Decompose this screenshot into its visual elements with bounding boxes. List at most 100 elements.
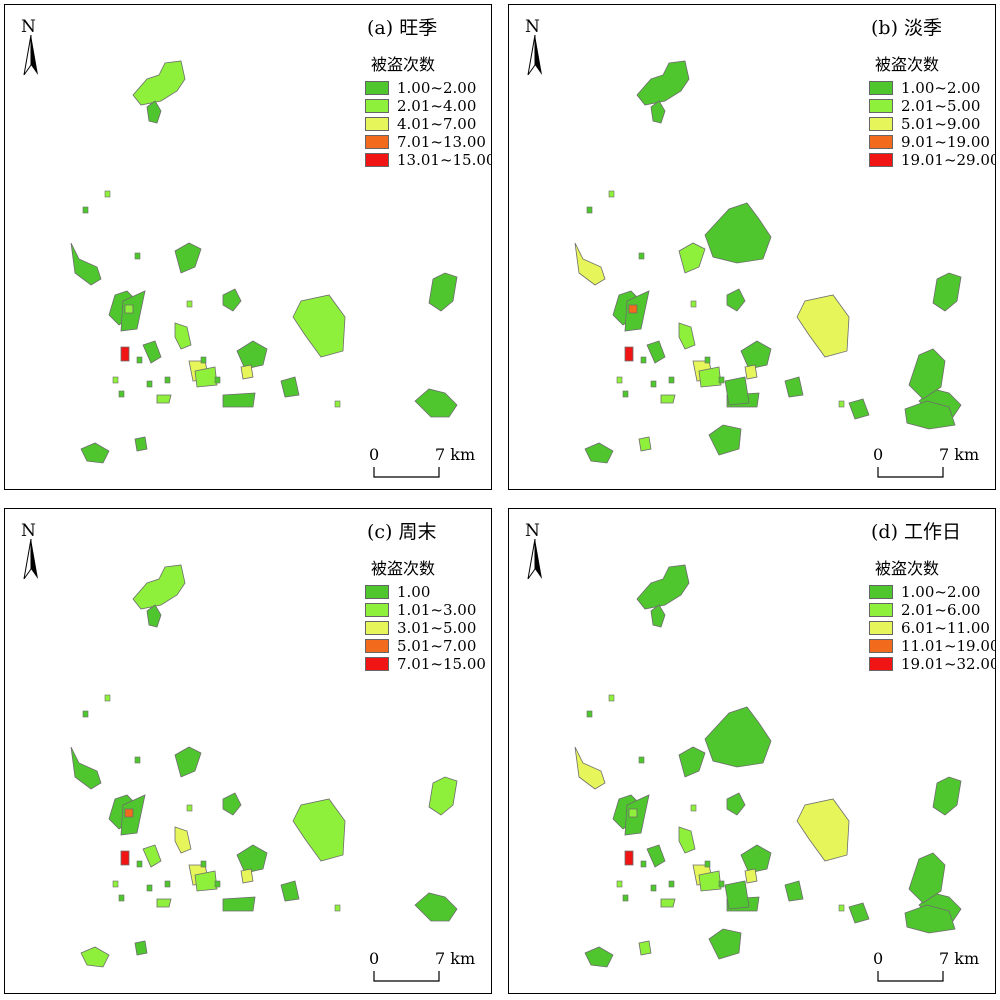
region-patch	[414, 388, 458, 418]
region-patch	[132, 60, 186, 106]
legend: 被盗次数 1.00~2.00 2.01~4.00 4.01~7.00 7.01~…	[365, 51, 491, 169]
legend-swatch	[869, 603, 893, 617]
legend-item: 11.01~19.00	[869, 637, 996, 655]
legend-label: 6.01~11.00	[901, 619, 990, 637]
scale-end-label: 7 km	[939, 445, 980, 464]
north-arrow: N	[19, 17, 43, 77]
region-patch-small	[82, 206, 89, 214]
region-patch-small	[118, 894, 125, 902]
region-patch	[908, 852, 946, 904]
region-patch	[584, 442, 614, 464]
legend-item: 1.01~3.00	[365, 601, 486, 619]
region-patch-small	[186, 300, 193, 308]
region-patch-small	[608, 190, 615, 198]
region-patch-small	[112, 880, 119, 888]
region-patch	[698, 366, 722, 388]
region-patch	[932, 776, 962, 816]
map-panel-peak-season: N (a) 旺季 被盗次数 1.00~2.00 2.01~4.00 4.01~7…	[4, 4, 492, 490]
region-patch-small	[586, 710, 593, 718]
choropleth-map	[574, 564, 962, 968]
region-patch	[848, 902, 870, 924]
legend-title: 被盗次数	[371, 559, 436, 578]
legend-swatch	[869, 639, 893, 653]
region-patch	[678, 322, 696, 350]
legend-item: 1.00~2.00	[365, 79, 491, 97]
region-patch	[708, 928, 742, 960]
region-patch	[904, 904, 956, 934]
region-patch	[280, 376, 300, 398]
region-patch	[132, 564, 186, 610]
scale-start-label: 0	[873, 445, 884, 464]
legend-item: 7.01~13.00	[365, 133, 491, 151]
legend-item: 9.01~19.00	[869, 133, 995, 151]
legend-label: 4.01~7.00	[397, 115, 477, 133]
legend: 被盗次数 1.00~2.00 2.01~5.00 5.01~9.00 9.01~…	[869, 51, 995, 169]
legend-swatch	[869, 117, 893, 131]
region-patch	[428, 272, 458, 312]
region-patch	[428, 776, 458, 816]
legend-swatch	[365, 81, 389, 95]
region-patch	[708, 424, 742, 456]
scale-start-label: 0	[369, 445, 380, 464]
region-patch	[628, 304, 638, 314]
region-patch-small	[136, 860, 143, 868]
legend-swatch	[869, 81, 893, 95]
region-patch-small	[668, 376, 675, 384]
region-patch-small	[718, 880, 725, 888]
region-patch	[222, 392, 256, 408]
scale-end-label: 7 km	[435, 445, 476, 464]
region-patch	[678, 242, 706, 274]
legend-swatch	[365, 153, 389, 167]
legend-item: 19.01~29.00	[869, 151, 995, 169]
region-patch	[724, 376, 750, 406]
scale-end-label: 7 km	[939, 949, 980, 968]
region-patch	[414, 892, 458, 922]
legend-label: 19.01~32.00	[901, 655, 996, 673]
legend-label: 5.01~9.00	[901, 115, 981, 133]
region-patch-small	[134, 756, 141, 764]
region-patch	[636, 60, 690, 106]
scale-bar: 0 7 km	[369, 445, 479, 485]
region-patch	[698, 870, 722, 892]
region-patch	[292, 798, 346, 862]
scale-bar: 0 7 km	[873, 445, 983, 485]
legend-label: 11.01~19.00	[901, 637, 996, 655]
map-panel-weekday: N (d) 工作日 被盗次数 1.00~2.00 2.01~6.00 6.01~…	[508, 508, 996, 994]
legend-swatch	[365, 639, 389, 653]
legend-swatch	[869, 99, 893, 113]
region-patch-small	[104, 694, 111, 702]
region-patch	[240, 364, 254, 380]
region-patch-small	[616, 880, 623, 888]
region-patch-small	[146, 380, 153, 388]
region-patch	[240, 868, 254, 884]
region-patch-small	[690, 804, 697, 812]
region-patch	[904, 400, 956, 430]
legend-label: 1.00~2.00	[901, 583, 981, 601]
region-patch	[624, 346, 634, 362]
region-patch-small	[704, 860, 711, 868]
legend-label: 7.01~13.00	[397, 133, 486, 151]
region-patch	[174, 826, 192, 854]
region-patch	[784, 880, 804, 902]
legend-swatch	[869, 657, 893, 671]
region-patch-small	[640, 860, 647, 868]
region-patch	[726, 792, 746, 816]
region-patch	[146, 604, 162, 628]
legend-item: 4.01~7.00	[365, 115, 491, 133]
legend-swatch	[365, 603, 389, 617]
north-arrow-icon	[23, 35, 38, 75]
legend-label: 1.00~2.00	[397, 79, 477, 97]
region-patch	[124, 808, 134, 818]
region-patch-small	[690, 300, 697, 308]
scale-bar-line	[877, 467, 944, 478]
panel-title: (c) 周末	[367, 521, 437, 543]
legend-label: 2.01~6.00	[901, 601, 981, 619]
north-letter: N	[21, 17, 36, 37]
north-letter: N	[525, 521, 540, 541]
map-panel-weekend: N (c) 周末 被盗次数 1.00 1.01~3.00 3.01~5.00 5…	[4, 508, 492, 994]
region-patch	[650, 100, 666, 124]
north-letter: N	[21, 521, 36, 541]
region-patch	[628, 808, 638, 818]
region-patch-small	[668, 880, 675, 888]
legend-title: 被盗次数	[371, 55, 436, 74]
